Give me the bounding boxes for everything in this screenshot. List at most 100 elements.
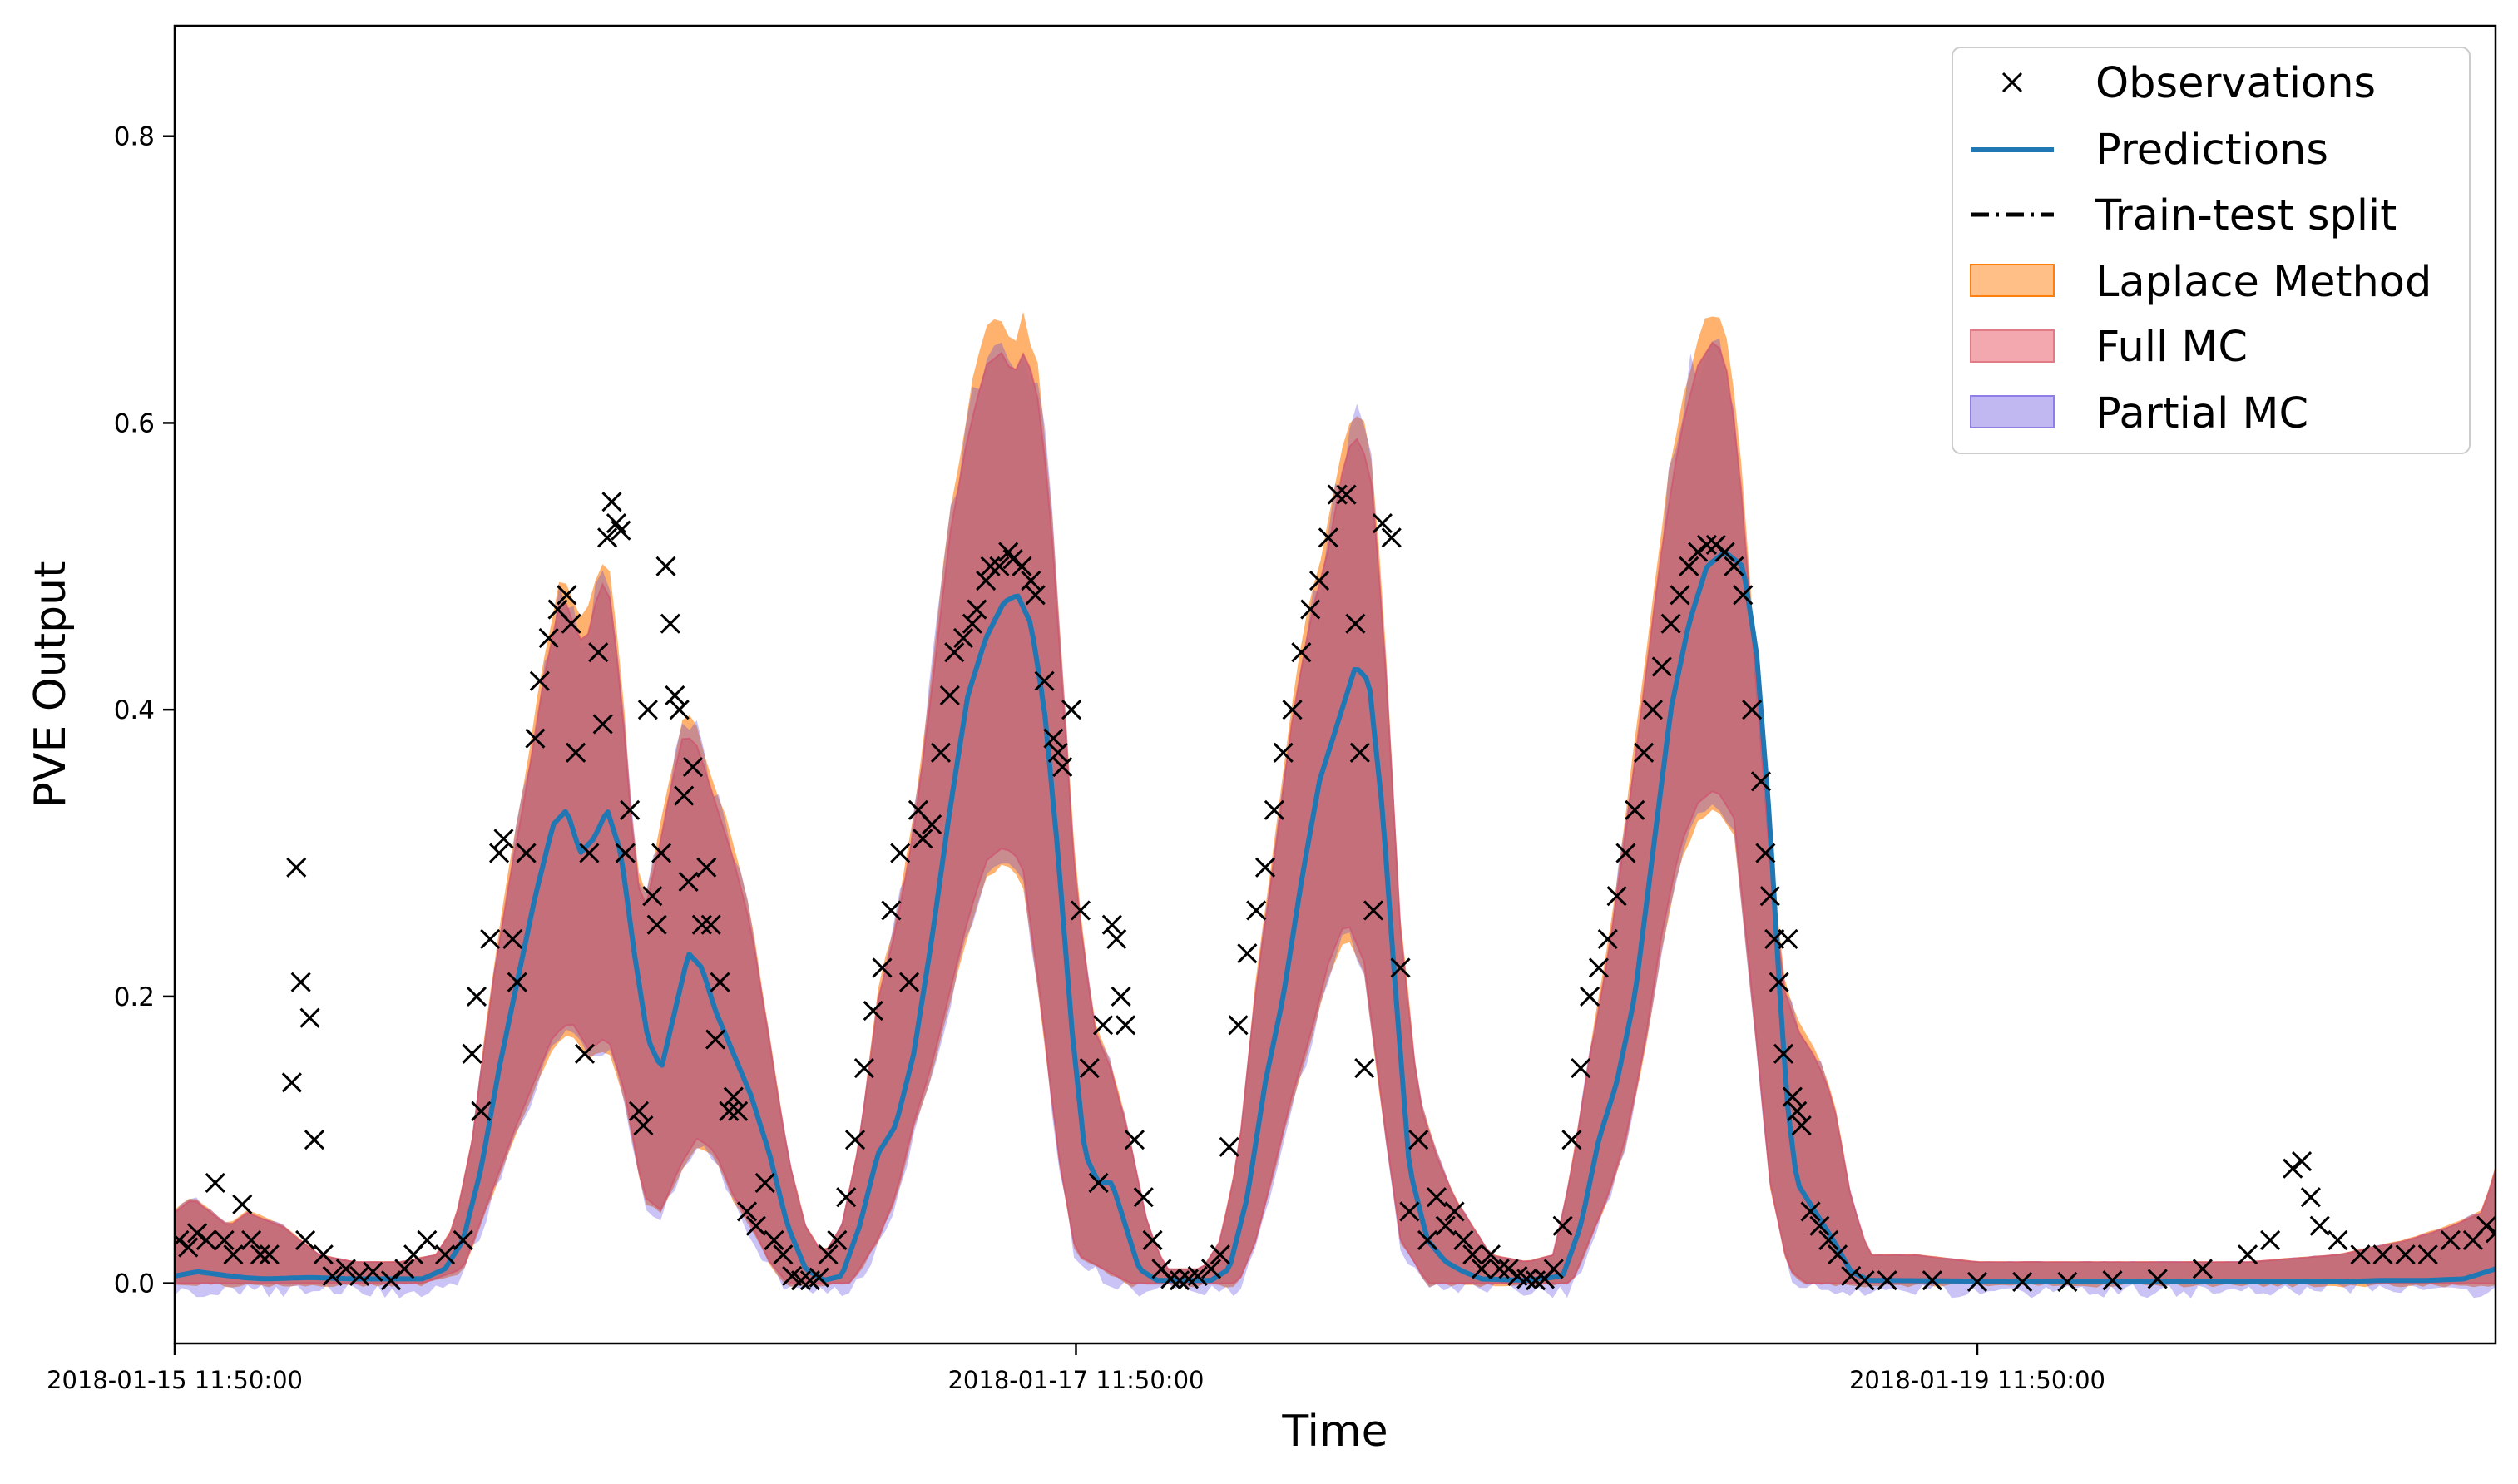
observation-marker: [2283, 1158, 2303, 1179]
observation-marker: [588, 642, 609, 663]
x-tick-label: 2018-01-17 11:50:00: [947, 1366, 1204, 1394]
observation-marker: [1670, 585, 1690, 606]
observation-marker: [1782, 1086, 1803, 1107]
legend-label-full-mc: Full MC: [2095, 323, 2248, 372]
observation-marker: [1615, 843, 1636, 863]
observation-marker: [2057, 1271, 2078, 1292]
plot-area: [175, 311, 2496, 1298]
observation-marker: [773, 1244, 794, 1265]
observation-marker: [1047, 742, 1068, 763]
observation-marker: [1773, 1043, 1794, 1064]
observation-marker: [1561, 1130, 1582, 1150]
y-tick-label: 0.0: [114, 1269, 155, 1299]
observation-marker: [1133, 1187, 1154, 1208]
observation-marker: [466, 986, 487, 1007]
observation-marker: [1791, 1115, 1812, 1136]
observation-marker: [691, 914, 712, 935]
y-tick-label: 0.6: [114, 408, 155, 438]
observation-marker: [1210, 1244, 1230, 1265]
legend-box: [1952, 47, 2471, 454]
observation-marker: [1597, 928, 1618, 950]
full-mc-band: [175, 341, 2496, 1284]
observation-marker: [719, 1101, 740, 1121]
legend-label-predictions: Predictions: [2095, 126, 2328, 175]
observation-marker: [669, 700, 690, 720]
legend-label-observations: Observations: [2095, 59, 2376, 108]
observation-marker: [434, 1244, 456, 1265]
observation-marker: [1841, 1265, 1862, 1287]
observation-marker: [187, 1223, 208, 1244]
observation-marker: [678, 871, 699, 893]
observation-marker: [2350, 1244, 2371, 1265]
observation-marker: [1453, 1229, 1474, 1250]
legend-patch-partial-mc: [1970, 395, 2055, 428]
observation-marker: [628, 1101, 650, 1121]
observation-marker: [241, 1229, 262, 1250]
observation-marker: [1142, 1229, 1163, 1250]
observation-marker: [710, 972, 730, 992]
observation-marker: [1246, 900, 1267, 921]
observation-marker: [872, 957, 893, 978]
observation-marker: [178, 1237, 199, 1258]
observation-marker: [322, 1265, 343, 1287]
observation-marker: [898, 972, 920, 992]
observation-marker: [922, 814, 942, 835]
observation-marker: [2012, 1271, 2033, 1292]
observation-marker: [214, 1229, 235, 1250]
observation-marker: [1489, 1259, 1510, 1279]
observation-marker: [1408, 1130, 1429, 1150]
x-axis-title: Time: [1281, 1407, 1388, 1457]
observation-marker: [1043, 728, 1064, 749]
observation-marker: [1381, 527, 1402, 548]
observation-marker: [2372, 1244, 2393, 1265]
observation-marker: [696, 857, 717, 878]
observation-marker: [1079, 1058, 1100, 1079]
observation-marker: [1002, 549, 1023, 570]
observation-marker: [809, 1267, 829, 1288]
observation-marker: [651, 843, 672, 863]
legend-item-observations: Observations: [2001, 59, 2376, 108]
observation-marker: [1399, 1201, 1420, 1222]
observation-marker: [818, 1244, 839, 1265]
observation-marker: [1349, 742, 1370, 763]
legend-label-laplace-method: Laplace Method: [2095, 258, 2431, 307]
observation-marker: [844, 1130, 866, 1150]
observation-marker: [1580, 986, 1600, 1007]
observation-marker: [1787, 1101, 1808, 1121]
observation-marker: [939, 685, 960, 705]
observation-marker: [1634, 742, 1655, 763]
observation-marker: [660, 613, 680, 634]
legend-marker-observations: [2001, 72, 2023, 93]
observation-marker: [1116, 1015, 1136, 1036]
observation-marker: [633, 1115, 654, 1136]
observation-marker: [1588, 957, 1609, 978]
observation-marker: [1444, 1201, 1465, 1222]
observation-marker: [1552, 1215, 1573, 1236]
observation-marker: [223, 1244, 244, 1265]
observation-marker: [488, 843, 510, 863]
observation-marker: [930, 742, 952, 763]
legend-item-laplace-method: Laplace Method: [1970, 258, 2431, 307]
observation-marker: [592, 714, 613, 735]
observation-marker: [1769, 972, 1789, 992]
observation-marker: [1336, 484, 1357, 505]
y-tick-label: 0.4: [114, 695, 155, 725]
observation-marker: [250, 1244, 270, 1265]
observation-marker: [290, 972, 311, 992]
observation-marker: [642, 886, 663, 907]
observation-marker: [637, 700, 658, 720]
observation-marker: [1733, 585, 1754, 606]
legend-patch-full-mc: [1970, 329, 2055, 363]
observation-marker: [493, 829, 514, 849]
observation-marker: [1101, 914, 1122, 935]
legend-label-train-test-split: Train-test split: [2095, 191, 2397, 240]
observation-marker: [1254, 857, 1276, 878]
observation-marker: [1480, 1244, 1501, 1265]
observation-marker: [728, 1101, 749, 1121]
observation-marker: [394, 1259, 415, 1279]
observation-marker: [2237, 1244, 2258, 1265]
observation-marker: [2485, 1223, 2496, 1244]
observation-marker: [1187, 1265, 1208, 1287]
observation-marker: [2328, 1229, 2348, 1250]
observation-marker: [363, 1261, 383, 1282]
